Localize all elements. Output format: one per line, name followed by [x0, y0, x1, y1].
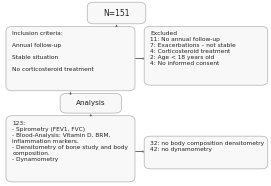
FancyBboxPatch shape: [6, 26, 135, 91]
Text: N=151: N=151: [103, 9, 130, 17]
FancyBboxPatch shape: [87, 2, 146, 24]
FancyBboxPatch shape: [60, 93, 121, 113]
Text: 123:
- Spirometry (FEV1, FVC)
- Blood-Analysis: Vitamin D, BRM,
inflammation mar: 123: - Spirometry (FEV1, FVC) - Blood-An…: [12, 121, 128, 161]
Text: Analysis: Analysis: [76, 100, 106, 106]
FancyBboxPatch shape: [6, 116, 135, 182]
FancyBboxPatch shape: [144, 136, 268, 169]
Text: Excluded
11: No annual follow-up
7: Exacerbations – not stable
4: Corticosteroid: Excluded 11: No annual follow-up 7: Exac…: [150, 31, 236, 66]
FancyBboxPatch shape: [144, 26, 268, 85]
Text: Inclusion criteria:

Annual follow-up

Stable situation

No corticosteroid treat: Inclusion criteria: Annual follow-up Sta…: [12, 31, 94, 72]
Text: 32: no body composition densitometry
42: no dynamometry: 32: no body composition densitometry 42:…: [150, 141, 264, 152]
